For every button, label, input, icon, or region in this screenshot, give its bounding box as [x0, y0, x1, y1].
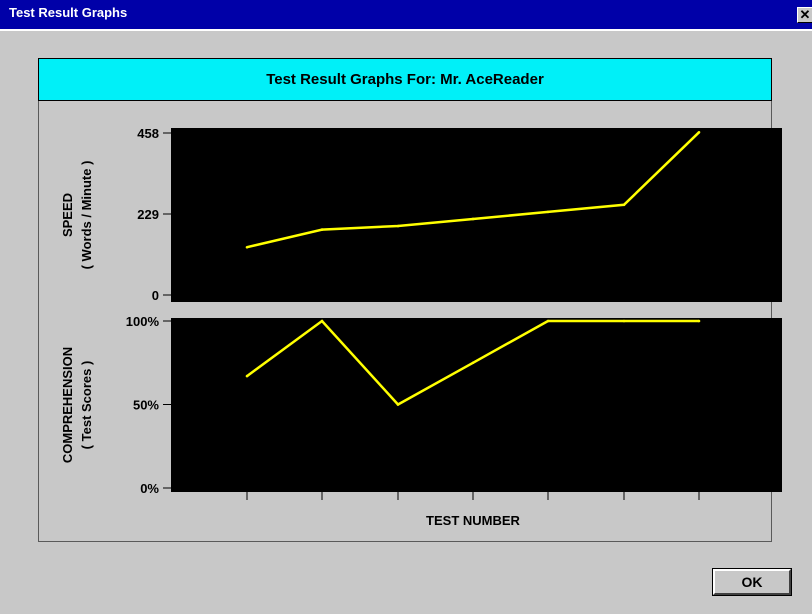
y-tick-label: 0 [152, 288, 159, 303]
y-axis-title: SPEED [60, 193, 75, 237]
y-tick-label: 0% [140, 481, 159, 496]
y-tick-label: 100% [126, 314, 160, 329]
y-tick-label: 458 [137, 126, 159, 141]
graph-heading: Test Result Graphs For: Mr. AceReader [266, 71, 544, 88]
data-point [697, 130, 701, 134]
ok-button[interactable]: OK [712, 568, 792, 596]
data-point [245, 245, 249, 249]
window-title: Test Result Graphs [9, 5, 128, 20]
y-axis-subtitle: ( Test Scores ) [79, 361, 94, 450]
y-tick-label: 50% [133, 398, 159, 413]
data-point [622, 319, 626, 323]
title-bar-divider [0, 29, 812, 31]
close-icon: ✕ [799, 7, 811, 22]
data-point [320, 228, 324, 231]
data-point [396, 224, 400, 228]
y-axis-title: COMPREHENSION [60, 347, 75, 463]
chart-speed: 0 229 458 SPEED ( Words / Minute ) [60, 126, 782, 303]
data-point [697, 319, 701, 323]
ok-label: OK [741, 574, 763, 590]
data-point [396, 403, 400, 406]
close-button[interactable]: ✕ [797, 7, 812, 23]
chart-comprehension: 0% 50% 100% COMPREHENSION ( Test Scores ) [60, 314, 782, 496]
data-point [546, 319, 550, 323]
plot-area [171, 128, 782, 302]
data-point [471, 361, 475, 365]
title-bar[interactable]: Test Result Graphs ✕ [0, 0, 812, 29]
y-axis-subtitle: ( Words / Minute ) [79, 161, 94, 270]
plot-area [171, 318, 782, 492]
data-point [245, 374, 249, 378]
x-axis-title: TEST NUMBER [426, 513, 521, 528]
data-point [471, 217, 475, 221]
x-axis: TEST NUMBER [246, 492, 700, 528]
y-tick-label: 229 [137, 207, 159, 222]
data-point [320, 319, 324, 323]
data-point [546, 210, 550, 214]
data-point [622, 203, 626, 207]
heading-banner: Test Result Graphs For: Mr. AceReader [38, 58, 772, 101]
